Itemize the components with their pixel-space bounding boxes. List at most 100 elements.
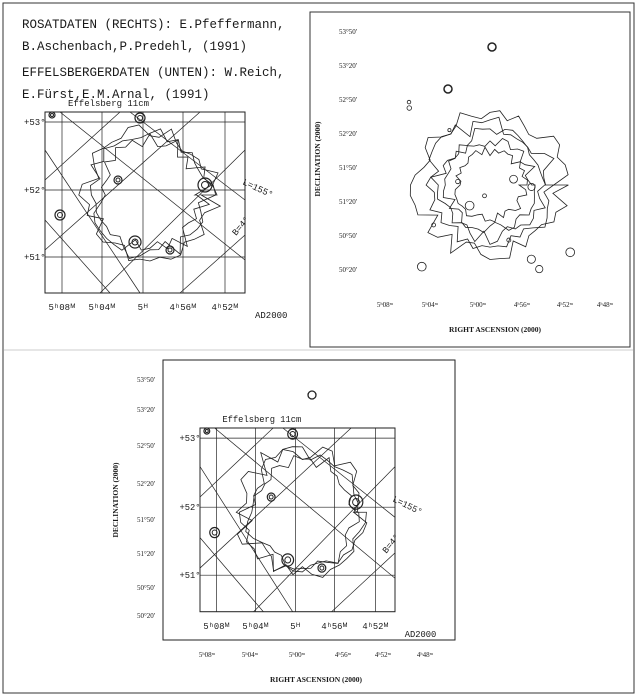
dec-label: 51°50' — [339, 164, 357, 172]
source — [166, 246, 174, 254]
ra-label: 4ʰ48ᵐ — [417, 651, 434, 659]
source — [465, 201, 474, 210]
source — [407, 100, 411, 104]
dec-label: 50°50' — [339, 232, 357, 240]
x-axis-label: RIGHT ASCENSION (2000) — [449, 325, 541, 334]
ra-label: 5ᴴ — [290, 622, 301, 632]
source — [204, 428, 210, 434]
epoch-label: AD2000 — [255, 311, 287, 321]
source — [456, 179, 460, 183]
rosat-map: 53°50'53°20'52°50'52°20'51°50'51°20'50°5… — [111, 360, 455, 684]
galactic-line — [200, 467, 293, 612]
ra-label: 5ᴴ — [138, 303, 149, 313]
dec-label: 50°20' — [339, 266, 357, 274]
contour — [79, 125, 221, 261]
map-title: Effelsberg 11cm — [68, 99, 149, 109]
galactic-label: B=4° — [231, 215, 253, 238]
source — [566, 248, 575, 257]
ra-label: 4ʰ56ᵐ — [514, 301, 531, 309]
source — [308, 391, 316, 399]
contour — [455, 147, 528, 222]
source — [116, 178, 120, 182]
source — [202, 182, 209, 189]
contour — [443, 139, 535, 233]
galactic-line — [60, 112, 245, 260]
ra-label: 5ʰ04ᵐ — [422, 301, 439, 309]
figure-page: ROSATDATEN (RECHTS): E.Pfeffermann, B.As… — [0, 0, 638, 697]
ra-label: 4ʰ56ᴹ — [321, 622, 347, 632]
dec-label: +52° — [24, 186, 46, 196]
dec-label: 50°50' — [137, 584, 155, 592]
rosat-map: 53°50'53°20'52°50'52°20'51°50'51°20'50°5… — [313, 28, 614, 334]
ra-label: 5ʰ08ᴹ — [48, 303, 75, 313]
galactic-label: L=155° — [241, 178, 275, 201]
source — [168, 248, 172, 252]
ra-label: 5ʰ08ᵐ — [377, 301, 394, 309]
galactic-line — [332, 553, 395, 612]
galactic-line — [180, 235, 245, 293]
x-axis-label: RIGHT ASCENSION (2000) — [270, 675, 362, 684]
source — [417, 262, 426, 271]
ra-label: 5ʰ04ᵐ — [242, 651, 259, 659]
map-title: Effelsberg 11cm — [222, 415, 301, 425]
dec-label: 51°20' — [137, 550, 155, 558]
dec-label: +53° — [24, 118, 46, 128]
source — [210, 527, 220, 537]
dec-label: +52° — [180, 503, 201, 513]
source — [49, 112, 55, 118]
galactic-line — [100, 150, 245, 293]
source — [129, 236, 141, 248]
ra-label: 4ʰ52ᵐ — [557, 301, 574, 309]
ra-label: 5ʰ04ᴹ — [88, 303, 115, 313]
dec-label: 52°20' — [137, 480, 155, 488]
dec-label: +51° — [180, 571, 201, 581]
epoch-label: AD2000 — [405, 630, 437, 640]
source — [269, 495, 273, 499]
map-frame — [163, 360, 455, 640]
dec-label: 53°20' — [339, 62, 357, 70]
dec-label: 53°50' — [137, 376, 155, 384]
galactic-label: B=4° — [381, 532, 402, 555]
source — [510, 175, 518, 183]
source — [51, 114, 54, 117]
rosat-frame — [310, 12, 630, 347]
source — [205, 430, 208, 433]
dec-label: 52°20' — [339, 130, 357, 138]
header-line: EFFELSBERGERDATEN (UNTEN): W.Reich, — [22, 66, 285, 80]
header-line: ROSATDATEN (RECHTS): E.Pfeffermann, — [22, 18, 285, 32]
ra-label: 5ʰ08ᵐ — [199, 651, 216, 659]
dec-label: 53°50' — [339, 28, 357, 36]
source — [536, 265, 543, 272]
source — [318, 564, 326, 572]
y-axis-label: DECLINATION (2000) — [111, 462, 120, 538]
header-line: B.Aschenbach,P.Predehl, (1991) — [22, 40, 247, 54]
dec-label: 53°20' — [137, 406, 155, 414]
effelsberg-map: Effelsberg 11cm+53°+52°+51°5ʰ08ᴹ5ʰ04ᴹ5ᴴ4… — [24, 99, 287, 321]
source — [483, 194, 487, 198]
source — [320, 566, 324, 570]
source — [135, 113, 145, 123]
ra-label: 4ʰ52ᵐ — [375, 651, 392, 659]
galactic-label: L=155° — [391, 495, 424, 518]
source — [527, 255, 535, 263]
header: ROSATDATEN (RECHTS): E.Pfeffermann, B.As… — [22, 18, 285, 102]
ra-label: 5ʰ04ᴹ — [242, 622, 268, 632]
galactic-line — [200, 428, 351, 568]
source — [267, 493, 275, 501]
galactic-line — [254, 467, 395, 612]
y-axis-label: DECLINATION (2000) — [313, 121, 322, 197]
ra-label: 5ʰ00ᵐ — [470, 301, 487, 309]
source — [288, 429, 298, 439]
ra-label: 4ʰ56ᵐ — [335, 651, 352, 659]
source — [407, 106, 412, 111]
dec-label: +53° — [180, 434, 201, 444]
source — [444, 85, 452, 93]
galactic-line — [283, 428, 395, 517]
ra-label: 4ʰ56ᴹ — [169, 303, 196, 313]
ra-label: 5ʰ08ᴹ — [203, 622, 229, 632]
dec-label: 52°50' — [339, 96, 357, 104]
source — [55, 210, 65, 220]
source — [353, 499, 360, 506]
dec-label: 52°50' — [137, 442, 155, 450]
ra-label: 5ʰ00ᵐ — [289, 651, 306, 659]
